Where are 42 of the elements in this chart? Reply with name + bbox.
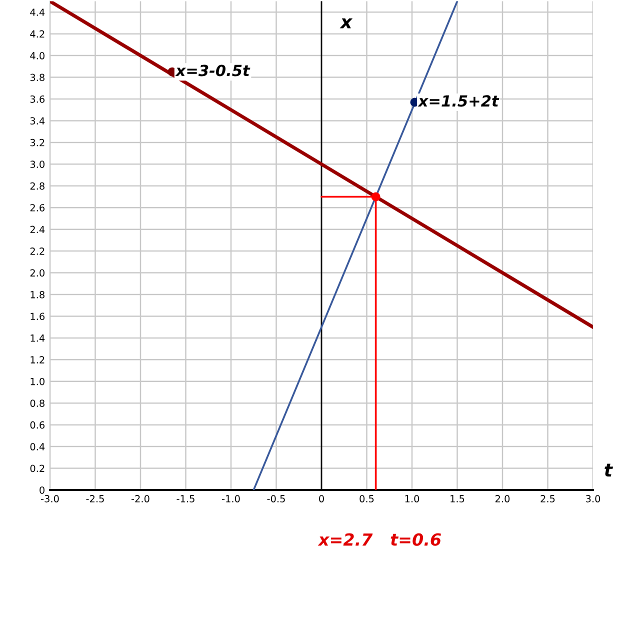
series-label: x=1.5+2t — [418, 95, 500, 107]
x-tick-label: -1.0 — [222, 495, 240, 502]
y-axis-title: x — [340, 18, 353, 28]
y-tick-label: 2.4 — [30, 226, 45, 234]
y-tick-label: 1.2 — [30, 356, 44, 364]
y-tick-label: 3.8 — [30, 74, 44, 82]
y-tick-label: 3.2 — [30, 138, 44, 146]
y-tick-label: 3.4 — [30, 117, 45, 125]
y-tick-label: 4.0 — [30, 52, 44, 60]
y-tick-label: 3.0 — [30, 160, 44, 168]
point — [371, 192, 380, 202]
x-tick-label: 0 — [319, 495, 324, 502]
y-tick-label: 3.6 — [30, 95, 45, 103]
x-tick-label: -3.0 — [40, 495, 59, 502]
text: x=2.7 t=0.6 — [318, 533, 441, 546]
y-tick-label: 4.4 — [30, 8, 45, 16]
x-tick-label: 2.5 — [540, 495, 555, 502]
y-tick-label: 0.6 — [30, 421, 45, 429]
x-tick-label: 0.5 — [360, 495, 374, 502]
y-tick-label: 1.8 — [30, 290, 44, 298]
x-tick-label: -0.5 — [267, 495, 285, 502]
y-tick-label: 4.2 — [30, 30, 44, 38]
x-tick-label: 1.0 — [405, 495, 420, 502]
x-tick-label: -1.5 — [176, 495, 194, 502]
y-tick-label: 2.2 — [30, 248, 44, 255]
y-tick-label: 0.2 — [30, 464, 44, 472]
x-tick-label: 2.0 — [495, 495, 510, 502]
y-tick-label: 1.0 — [30, 378, 44, 386]
y-tick-label: 2.8 — [30, 182, 44, 190]
y-tick-label: 2.6 — [30, 204, 45, 212]
y-tick-label: 0.8 — [30, 400, 44, 407]
y-tick-label: 0.4 — [30, 443, 45, 450]
y-tick-label: 1.4 — [30, 334, 45, 342]
y-tick-label: 2.0 — [30, 269, 44, 277]
x-tick-label: 1.5 — [450, 495, 464, 502]
x-axis-title: t — [604, 464, 614, 476]
y-tick-label: 1.6 — [30, 312, 45, 320]
series-label: x=3-0.5t — [175, 64, 250, 76]
x-tick-label: -2.5 — [86, 495, 104, 502]
y-tick-label: 0 — [40, 486, 44, 494]
x-tick-label: 3.0 — [586, 495, 600, 502]
x-tick-label: -2.0 — [131, 495, 150, 502]
